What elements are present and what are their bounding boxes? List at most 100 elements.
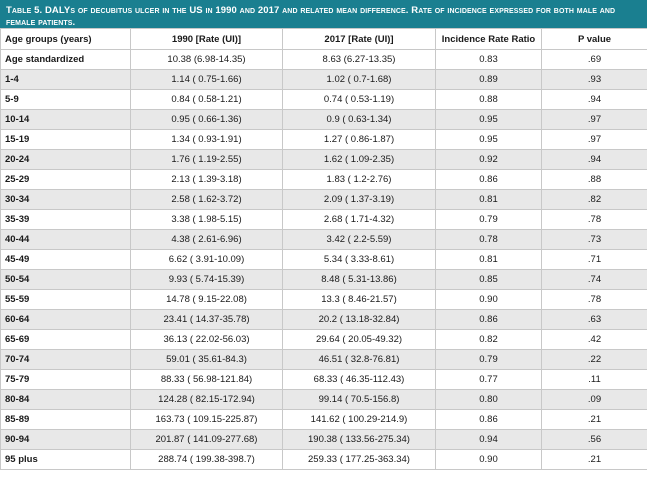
age-group-cell: 35-39	[0, 209, 131, 230]
rate-1990-cell: 288.74 ( 199.38-398.7)	[130, 449, 283, 470]
table-row: 5-9 0.84 ( 0.58-1.21) 0.74 ( 0.53-1.19) 0.8…	[0, 89, 647, 110]
rate-1990-cell: 2.13 ( 1.39-3.18)	[130, 169, 283, 190]
rate-1990-cell: 2.58 ( 1.62-3.72)	[130, 189, 283, 210]
table-row: 35-39 3.38 ( 1.98-5.15) 2.68 ( 1.71-4.32) 0…	[0, 209, 647, 230]
age-group-cell: 5-9	[0, 89, 131, 110]
incidence-rate-ratio-cell: 0.81	[435, 189, 542, 210]
rate-2017-cell: 190.38 ( 133.56-275.34)	[282, 429, 436, 450]
rate-2017-cell: 8.48 ( 5.31-13.86)	[282, 269, 436, 290]
incidence-rate-ratio-cell: 0.78	[435, 229, 542, 250]
p-value-cell: .97	[541, 129, 647, 150]
rate-2017-cell: 8.63 (6.27-13.35)	[282, 49, 436, 70]
p-value-cell: .63	[541, 309, 647, 330]
table-row: 95 plus 288.74 ( 199.38-398.7) 259.33 ( 17…	[0, 449, 647, 470]
age-group-cell: 65-69	[0, 329, 131, 350]
p-value-cell: .09	[541, 389, 647, 410]
p-value-cell: .69	[541, 49, 647, 70]
age-group-cell: 75-79	[0, 369, 131, 390]
rate-2017-cell: 46.51 ( 32.8-76.81)	[282, 349, 436, 370]
rate-1990-cell: 163.73 ( 109.15-225.87)	[130, 409, 283, 430]
incidence-rate-ratio-cell: 0.77	[435, 369, 542, 390]
p-value-cell: .82	[541, 189, 647, 210]
rate-2017-cell: 0.74 ( 0.53-1.19)	[282, 89, 436, 110]
header-2017-rate: 2017 [Rate (UI)]	[282, 28, 436, 50]
table-row: 85-89 163.73 ( 109.15-225.87) 141.62 ( 100…	[0, 409, 647, 430]
table-row: 75-79 88.33 ( 56.98-121.84) 68.33 ( 46.35-…	[0, 369, 647, 390]
incidence-rate-ratio-cell: 0.89	[435, 69, 542, 90]
age-group-cell: 60-64	[0, 309, 131, 330]
age-group-cell: 95 plus	[0, 449, 131, 470]
rate-1990-cell: 1.14 ( 0.75-1.66)	[130, 69, 283, 90]
table-caption: Table 5. DALYs of decubitus ulcer in the…	[0, 0, 647, 28]
age-group-cell: 85-89	[0, 409, 131, 430]
incidence-rate-ratio-cell: 0.86	[435, 309, 542, 330]
table-row: 10-14 0.95 ( 0.66-1.36) 0.9 ( 0.63-1.34) 0.…	[0, 109, 647, 130]
rate-2017-cell: 1.62 ( 1.09-2.35)	[282, 149, 436, 170]
table-row: 45-49 6.62 ( 3.91-10.09) 5.34 ( 3.33-8.61)…	[0, 249, 647, 270]
age-group-cell: 20-24	[0, 149, 131, 170]
p-value-cell: .21	[541, 449, 647, 470]
rate-2017-cell: 1.27 ( 0.86-1.87)	[282, 129, 436, 150]
rate-2017-cell: 13.3 ( 8.46-21.57)	[282, 289, 436, 310]
rate-1990-cell: 201.87 ( 141.09-277.68)	[130, 429, 283, 450]
incidence-rate-ratio-cell: 0.85	[435, 269, 542, 290]
incidence-rate-ratio-cell: 0.79	[435, 209, 542, 230]
incidence-rate-ratio-cell: 0.86	[435, 409, 542, 430]
header-row: Age groups (years) 1990 [Rate (UI)] 2017…	[0, 28, 647, 50]
age-group-cell: 25-29	[0, 169, 131, 190]
p-value-cell: .22	[541, 349, 647, 370]
rate-1990-cell: 1.76 ( 1.19-2.55)	[130, 149, 283, 170]
rate-1990-cell: 88.33 ( 56.98-121.84)	[130, 369, 283, 390]
rate-2017-cell: 141.62 ( 100.29-214.9)	[282, 409, 436, 430]
rate-2017-cell: 5.34 ( 3.33-8.61)	[282, 249, 436, 270]
age-group-cell: 70-74	[0, 349, 131, 370]
header-p-value: P value	[541, 28, 647, 50]
rate-2017-cell: 68.33 ( 46.35-112.43)	[282, 369, 436, 390]
age-group-cell: 55-59	[0, 289, 131, 310]
table-row: 65-69 36.13 ( 22.02-56.03) 29.64 ( 20.05-4…	[0, 329, 647, 350]
rate-2017-cell: 1.83 ( 1.2-2.76)	[282, 169, 436, 190]
age-group-cell: 40-44	[0, 229, 131, 250]
rate-1990-cell: 1.34 ( 0.93-1.91)	[130, 129, 283, 150]
table-row: 55-59 14.78 ( 9.15-22.08) 13.3 ( 8.46-21.5…	[0, 289, 647, 310]
p-value-cell: .97	[541, 109, 647, 130]
rate-1990-cell: 36.13 ( 22.02-56.03)	[130, 329, 283, 350]
age-group-cell: Age standardized	[0, 49, 131, 70]
incidence-rate-ratio-cell: 0.83	[435, 49, 542, 70]
rate-1990-cell: 4.38 ( 2.61-6.96)	[130, 229, 283, 250]
incidence-rate-ratio-cell: 0.80	[435, 389, 542, 410]
p-value-cell: .78	[541, 209, 647, 230]
incidence-rate-ratio-cell: 0.95	[435, 129, 542, 150]
p-value-cell: .21	[541, 409, 647, 430]
age-group-cell: 15-19	[0, 129, 131, 150]
age-group-cell: 90-94	[0, 429, 131, 450]
table-row: 15-19 1.34 ( 0.93-1.91) 1.27 ( 0.86-1.87) 0…	[0, 129, 647, 150]
rate-2017-cell: 259.33 ( 177.25-363.34)	[282, 449, 436, 470]
table-row: 1-4 1.14 ( 0.75-1.66) 1.02 ( 0.7-1.68) 0.89…	[0, 69, 647, 90]
table-row: 60-64 23.41 ( 14.37-35.78) 20.2 ( 13.18-32…	[0, 309, 647, 330]
table-row: 25-29 2.13 ( 1.39-3.18) 1.83 ( 1.2-2.76) 0.…	[0, 169, 647, 190]
p-value-cell: .11	[541, 369, 647, 390]
rate-2017-cell: 1.02 ( 0.7-1.68)	[282, 69, 436, 90]
incidence-rate-ratio-cell: 0.94	[435, 429, 542, 450]
p-value-cell: .94	[541, 89, 647, 110]
rate-1990-cell: 23.41 ( 14.37-35.78)	[130, 309, 283, 330]
p-value-cell: .94	[541, 149, 647, 170]
header-1990-rate: 1990 [Rate (UI)]	[130, 28, 283, 50]
p-value-cell: .71	[541, 249, 647, 270]
p-value-cell: .74	[541, 269, 647, 290]
table-row: 20-24 1.76 ( 1.19-2.55) 1.62 ( 1.09-2.35) 0…	[0, 149, 647, 170]
incidence-rate-ratio-cell: 0.86	[435, 169, 542, 190]
rate-2017-cell: 2.68 ( 1.71-4.32)	[282, 209, 436, 230]
p-value-cell: .56	[541, 429, 647, 450]
incidence-rate-ratio-cell: 0.88	[435, 89, 542, 110]
table-row: 40-44 4.38 ( 2.61-6.96) 3.42 ( 2.2-5.59) 0.…	[0, 229, 647, 250]
rate-1990-cell: 9.93 ( 5.74-15.39)	[130, 269, 283, 290]
p-value-cell: .88	[541, 169, 647, 190]
incidence-rate-ratio-cell: 0.81	[435, 249, 542, 270]
table-row: 30-34 2.58 ( 1.62-3.72) 2.09 ( 1.37-3.19) 0…	[0, 189, 647, 210]
rate-2017-cell: 2.09 ( 1.37-3.19)	[282, 189, 436, 210]
rate-2017-cell: 29.64 ( 20.05-49.32)	[282, 329, 436, 350]
table-row: 80-84 124.28 ( 82.15-172.94) 99.14 ( 70.5-…	[0, 389, 647, 410]
incidence-rate-ratio-cell: 0.90	[435, 289, 542, 310]
